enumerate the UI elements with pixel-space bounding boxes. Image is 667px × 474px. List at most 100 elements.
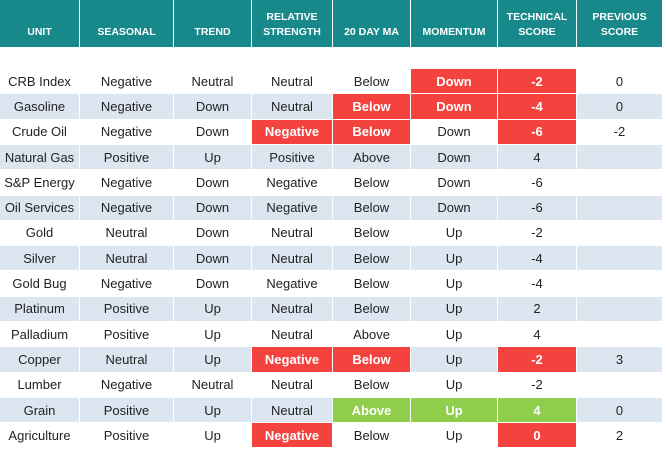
table-cell: Below	[333, 94, 411, 120]
row-label: Gold Bug	[0, 271, 80, 297]
table-cell: Down	[174, 271, 252, 297]
table-cell: Neutral	[252, 397, 333, 424]
table-cell: Above	[333, 322, 411, 348]
row-label: Silver	[0, 246, 80, 272]
table-cell: Below	[333, 170, 411, 196]
row-label: CRB Index	[0, 69, 80, 95]
table-cell	[577, 144, 663, 171]
table-cell: Neutral	[252, 69, 333, 95]
table-cell: -2	[498, 347, 577, 373]
table-cell: Down	[174, 195, 252, 221]
row-label: Agriculture	[0, 423, 80, 449]
table-cell: Above	[333, 397, 411, 424]
table-cell: Below	[333, 69, 411, 95]
table-cell: Negative	[252, 271, 333, 297]
table-cell: Below	[333, 220, 411, 247]
table-cell: Below	[333, 423, 411, 449]
table-cell: Negative	[252, 347, 333, 373]
table-cell: Below	[333, 271, 411, 297]
table-cell	[577, 195, 663, 221]
column-header: MOMENTUM	[411, 0, 498, 48]
table-cell: Negative	[252, 195, 333, 221]
row-label: Gold	[0, 220, 80, 247]
table-cell: 4	[498, 322, 577, 348]
column-header: SEASONAL	[80, 0, 174, 48]
table-cell: Negative	[80, 69, 174, 95]
table-cell: Up	[411, 322, 498, 348]
table-cell: Negative	[80, 94, 174, 120]
table-cell: Up	[411, 372, 498, 398]
table-cell: Neutral	[252, 220, 333, 247]
table-cell: Above	[333, 144, 411, 171]
table-cell: -2	[498, 69, 577, 95]
table-cell: Neutral	[252, 322, 333, 348]
table-cell: Neutral	[174, 372, 252, 398]
table-cell: Positive	[80, 423, 174, 449]
column-header: TECHNICAL SCORE	[498, 0, 577, 48]
table-cell: Positive	[80, 322, 174, 348]
row-label: Copper	[0, 347, 80, 373]
column-header: UNIT	[0, 0, 80, 48]
table-cell: -6	[498, 119, 577, 145]
table-cell: Neutral	[252, 296, 333, 322]
row-label: S&P Energy	[0, 170, 80, 196]
column-header: TREND	[174, 0, 252, 48]
table-cell: 0	[577, 397, 663, 424]
table-cell: Up	[411, 220, 498, 247]
table-cell: Negative	[80, 271, 174, 297]
table-cell: Neutral	[80, 347, 174, 373]
table-cell	[577, 296, 663, 322]
table-cell: Neutral	[252, 372, 333, 398]
table-cell: Neutral	[174, 69, 252, 95]
row-label: Oil Services	[0, 195, 80, 221]
column-header: PREVIOUS SCORE	[577, 0, 663, 48]
table-cell: -4	[498, 246, 577, 272]
row-label: Platinum	[0, 296, 80, 322]
table-cell: -2	[498, 372, 577, 398]
table-cell: Neutral	[80, 220, 174, 247]
table-cell: Negative	[80, 195, 174, 221]
table-cell	[577, 170, 663, 196]
table-cell: Up	[411, 423, 498, 449]
table-cell: Down	[174, 119, 252, 145]
table-cell: Up	[174, 296, 252, 322]
table-cell: Below	[333, 296, 411, 322]
table-cell	[577, 246, 663, 272]
table-cell: 2	[498, 296, 577, 322]
table-cell	[577, 322, 663, 348]
table-cell	[577, 372, 663, 398]
table-cell: Below	[333, 347, 411, 373]
row-label: Natural Gas	[0, 144, 80, 171]
column-header: RELATIVE STRENGTH	[252, 0, 333, 48]
table-cell: -6	[498, 170, 577, 196]
table-cell: -4	[498, 271, 577, 297]
table-cell: Down	[411, 195, 498, 221]
column-header: 20 DAY MA	[333, 0, 411, 48]
table-cell: 0	[498, 423, 577, 449]
table-cell: Down	[174, 170, 252, 196]
table-cell: -2	[577, 119, 663, 145]
table-cell: Neutral	[80, 246, 174, 272]
row-label: Palladium	[0, 322, 80, 348]
table-cell: Neutral	[252, 246, 333, 272]
table-cell: Down	[174, 220, 252, 247]
table-cell	[577, 271, 663, 297]
table-cell: Down	[411, 119, 498, 145]
table-cell: Negative	[80, 170, 174, 196]
table-cell: 2	[577, 423, 663, 449]
table-cell: Positive	[80, 296, 174, 322]
table-cell: Neutral	[252, 94, 333, 120]
table-cell: Below	[333, 119, 411, 145]
table-cell: 3	[577, 347, 663, 373]
table-cell: Negative	[252, 170, 333, 196]
table-cell: Up	[174, 347, 252, 373]
table-cell: Up	[411, 397, 498, 424]
table-cell: Up	[411, 296, 498, 322]
table-cell: 4	[498, 397, 577, 424]
table-cell: Negative	[80, 119, 174, 145]
table-cell	[577, 220, 663, 247]
row-label: Crude Oil	[0, 119, 80, 145]
table-cell: Down	[411, 94, 498, 120]
table-cell: Positive	[80, 397, 174, 424]
